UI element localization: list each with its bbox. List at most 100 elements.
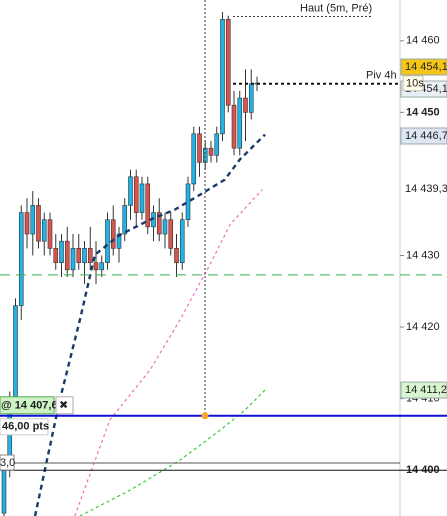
candle — [220, 12, 225, 141]
candle-body — [225, 19, 231, 106]
candle — [174, 234, 179, 277]
candle-body — [24, 212, 30, 235]
candle-body — [76, 248, 82, 263]
candle-body — [36, 205, 41, 242]
candle — [76, 234, 82, 270]
candle — [231, 90, 237, 156]
candle-body — [197, 133, 202, 163]
y-tick-label: 14 420 — [406, 321, 440, 333]
candle — [18, 205, 24, 320]
candle — [162, 212, 168, 249]
candle — [225, 15, 231, 113]
pivot-label: Piv 4h — [366, 70, 397, 82]
stop-box — [0, 454, 15, 471]
order-box — [0, 396, 55, 415]
candle-body — [220, 19, 225, 135]
candle-body — [237, 97, 243, 149]
candle — [64, 226, 70, 277]
candle — [128, 169, 133, 220]
candle-body — [162, 219, 168, 235]
candle — [110, 205, 116, 256]
y-tick-label: 14 450 — [406, 106, 440, 118]
stop-label: 3,0 — [0, 457, 15, 469]
candle — [53, 234, 59, 270]
candle — [105, 212, 110, 270]
candle-body — [243, 97, 248, 113]
timer-label: 10s — [406, 78, 424, 90]
candle-body — [191, 133, 197, 185]
candle-body — [231, 104, 237, 149]
candle-body — [133, 176, 139, 213]
price-label: 14 446,7 — [405, 130, 447, 142]
candle-body — [156, 212, 162, 235]
candle — [82, 241, 87, 285]
candle — [24, 198, 30, 249]
candle-body — [139, 183, 145, 213]
candle — [208, 140, 214, 163]
candle — [70, 234, 76, 277]
candle-body — [174, 248, 179, 263]
candle-body — [208, 147, 214, 156]
price-label: 14 454,1 — [405, 61, 447, 73]
crosshair-dot — [201, 412, 209, 420]
candle-body — [70, 248, 76, 271]
timer-box — [402, 75, 424, 92]
candle-body — [116, 233, 122, 249]
candle — [185, 176, 191, 227]
candle — [156, 198, 162, 242]
candle-body — [168, 219, 174, 249]
candle-body — [59, 240, 64, 263]
candle — [116, 226, 122, 263]
moving-average — [74, 189, 263, 516]
candle — [87, 226, 93, 270]
y-tick-label: 14 460 — [406, 35, 440, 47]
candle — [59, 234, 64, 277]
candle — [1, 463, 7, 516]
candle-body — [122, 205, 128, 235]
candle — [179, 212, 185, 270]
candle — [36, 198, 41, 249]
candle-body — [99, 262, 105, 271]
candle — [13, 298, 18, 406]
candle-body — [87, 248, 93, 263]
candle — [243, 69, 248, 141]
candle-body — [93, 262, 99, 271]
order-close: ✖ — [59, 400, 68, 412]
candle-body — [179, 219, 185, 263]
candle-body — [18, 212, 24, 306]
distance-box — [0, 418, 49, 436]
candle — [191, 126, 197, 192]
candle — [168, 212, 174, 256]
candle — [151, 205, 156, 242]
candle — [30, 191, 36, 256]
candle-body — [248, 83, 254, 113]
plot — [1, 12, 266, 516]
candle-body — [64, 240, 70, 271]
candle-body — [47, 219, 53, 249]
candle-body — [128, 176, 133, 206]
candle — [93, 241, 99, 285]
candle — [133, 169, 139, 227]
candle-body — [145, 183, 151, 228]
order-close-box — [55, 396, 74, 415]
candle — [248, 69, 254, 120]
candle — [47, 212, 53, 256]
candle-body — [110, 219, 116, 249]
price-label-box — [400, 381, 447, 399]
candle — [197, 126, 202, 177]
candle-body — [53, 248, 59, 263]
candle-body — [41, 219, 47, 242]
candle — [237, 90, 243, 156]
price-label: 14 439,3 — [405, 183, 447, 195]
candle-body — [1, 469, 7, 514]
high-label: Haut (5m, Pré) — [300, 2, 372, 14]
candle-body — [214, 133, 220, 156]
candle-body — [30, 205, 36, 235]
candle-body — [82, 248, 87, 263]
candle-body — [13, 305, 18, 399]
candle — [139, 176, 145, 220]
price-label-box — [400, 58, 447, 76]
candle — [145, 176, 151, 235]
price-label-box — [400, 127, 447, 145]
